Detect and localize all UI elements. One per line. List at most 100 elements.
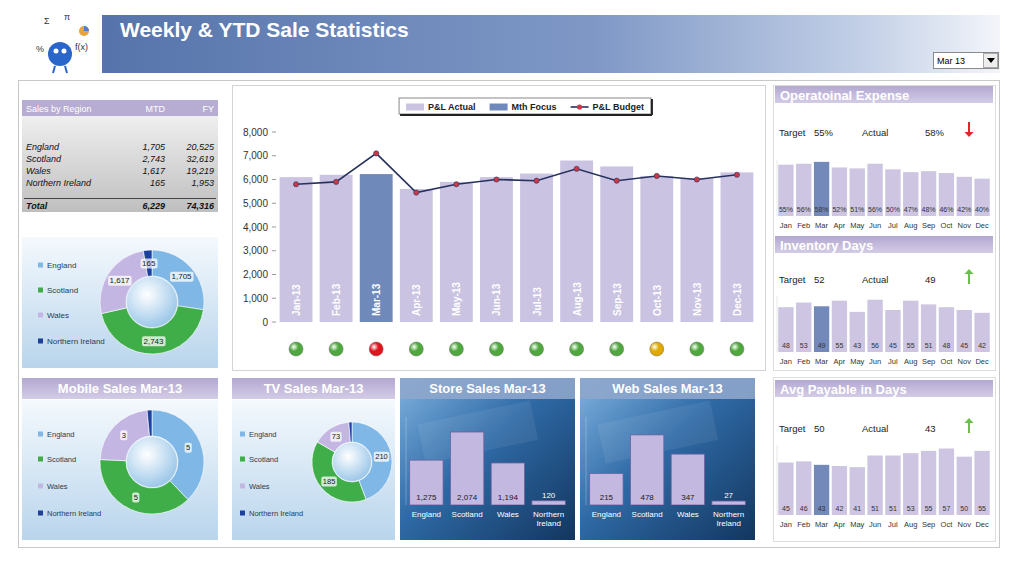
- data-label-group: 3: [120, 430, 127, 440]
- panel-title: Inventory Days: [780, 238, 873, 253]
- logo-symbol: f(x): [75, 42, 88, 52]
- bar: [600, 166, 633, 322]
- label-patch: [142, 336, 166, 346]
- legend-swatch: [406, 104, 424, 111]
- bar: [450, 432, 483, 505]
- indicator-arrow: [965, 269, 974, 274]
- legend-swatch: [38, 313, 43, 318]
- kpi-label: Target: [779, 127, 806, 138]
- data-label: 56: [871, 342, 879, 349]
- axis-line: [777, 296, 778, 352]
- tick-label: 3,000: [243, 245, 268, 256]
- bar: [939, 449, 954, 516]
- category-label: Mar: [815, 520, 828, 529]
- legend-label: England: [47, 261, 76, 270]
- category-label: Mar: [815, 357, 828, 366]
- label-patch: [170, 272, 194, 282]
- category-label: Nov-13: [692, 282, 703, 316]
- tick-label: 5,000: [243, 198, 268, 209]
- marker: [293, 182, 298, 187]
- plot: [778, 300, 990, 352]
- bar: [796, 303, 811, 352]
- data-label: 51: [889, 505, 897, 512]
- tick-label: 4,000: [243, 222, 268, 233]
- panel-title-bar: [775, 380, 993, 397]
- panel: [774, 378, 996, 542]
- category-label: Mar-13: [371, 283, 382, 316]
- category-label: Wales: [497, 510, 519, 519]
- table-header: Sales by Region: [26, 104, 92, 114]
- data-label: 2,743: [143, 337, 164, 346]
- category-label: Dec: [975, 221, 989, 230]
- category-label: Jun-13: [491, 283, 502, 316]
- data-label-group: 73: [330, 432, 341, 442]
- bar: [680, 178, 713, 322]
- data-label: 52%: [832, 206, 846, 213]
- data-label: 46: [800, 505, 808, 512]
- category-label: Oct-13: [652, 284, 663, 316]
- data-label: 55: [907, 342, 915, 349]
- legend-marker: [577, 104, 582, 109]
- page-frame: [19, 81, 1000, 548]
- bar: [974, 179, 989, 216]
- data-label: 1,275: [416, 493, 437, 502]
- data-label: 5: [186, 443, 190, 452]
- data-label-group: 5: [185, 443, 192, 453]
- category-label: Apr: [834, 221, 846, 230]
- label-patch: [120, 430, 127, 440]
- table-cell: 165: [150, 178, 166, 188]
- bar: [903, 453, 918, 515]
- panel: [580, 378, 755, 540]
- bar: [885, 456, 900, 516]
- tick-label: 6,000: [243, 174, 268, 185]
- table-cell: 20,525: [185, 142, 215, 152]
- dropdown[interactable]: [934, 53, 999, 69]
- data-label: 43: [853, 342, 861, 349]
- plot: [410, 432, 566, 505]
- category-label: Oct: [941, 221, 954, 230]
- bar: [957, 310, 972, 352]
- legend-label: Northern Ireland: [47, 337, 105, 346]
- bar: [410, 460, 443, 505]
- bar: [630, 435, 663, 505]
- panel: [22, 237, 218, 368]
- bar: [814, 162, 829, 216]
- data-label: 165: [142, 259, 156, 268]
- bar: [832, 466, 847, 515]
- data-label: 43: [818, 505, 826, 512]
- data-label-group: 185: [321, 477, 337, 487]
- table-cell: 1,617: [142, 166, 166, 176]
- category-label: Apr: [834, 520, 846, 529]
- kpi-label: Target: [779, 274, 806, 285]
- panel-title: Store Sales Mar-13: [429, 381, 545, 396]
- category-label: Jul: [888, 520, 898, 529]
- dropdown-button[interactable]: [984, 54, 998, 68]
- logo-eye: [54, 49, 59, 54]
- data-label: 2,074: [457, 493, 478, 502]
- data-label: 51: [925, 342, 933, 349]
- data-label: 57: [943, 505, 951, 512]
- category-label: NorthernIreland: [533, 510, 564, 528]
- bar: [778, 463, 793, 516]
- marker: [374, 151, 379, 156]
- legend-swatch: [38, 511, 43, 516]
- data-label: 55: [925, 505, 933, 512]
- data-label-group: 1,617: [108, 276, 132, 286]
- plot: [778, 162, 990, 216]
- data-label: 1,705: [172, 272, 193, 281]
- marker: [614, 178, 619, 183]
- bar: [867, 300, 882, 352]
- line: [296, 153, 737, 192]
- kpi-label: Actual: [862, 423, 888, 434]
- tick-label: 8,000: [243, 127, 268, 138]
- panel-title-bar: [775, 86, 993, 103]
- data-label: 45: [889, 342, 897, 349]
- bar: [640, 176, 673, 322]
- data-label: 27: [724, 491, 733, 500]
- legend: P&L ActualMth FocusP&L Budget: [399, 98, 652, 115]
- label-patch: [185, 443, 192, 453]
- legend-swatch: [38, 339, 43, 344]
- tick-label: 1,000: [243, 293, 268, 304]
- bar: [440, 182, 473, 322]
- indicator-arrow: [968, 122, 970, 133]
